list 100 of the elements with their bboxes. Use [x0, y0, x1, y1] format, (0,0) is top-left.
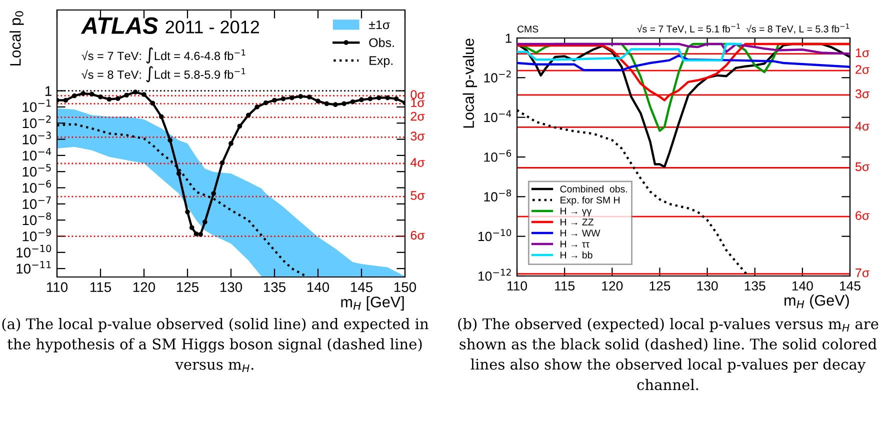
point	[89, 92, 94, 97]
point	[202, 220, 208, 224]
point	[263, 100, 268, 106]
x-tick-label: 115	[555, 281, 575, 291]
point	[142, 92, 146, 97]
ref-line-label: 4σ	[410, 158, 425, 167]
legend-label: H → ττ	[560, 240, 590, 248]
legend-label: H → γγ	[560, 208, 592, 216]
ref-line-label: 5σ	[410, 191, 425, 200]
y-axis-title: Local p$_{0}$	[10, 11, 24, 66]
y-tick-label: 10$^{−2}$	[484, 70, 511, 82]
point	[254, 104, 260, 110]
point	[211, 191, 216, 196]
x-tick-label: 150	[394, 282, 416, 292]
point	[342, 101, 347, 106]
annotation: ATLAS	[80, 17, 158, 34]
point	[359, 97, 364, 102]
y-tick-label: 10$^{−9}$	[22, 228, 51, 242]
ref-line-label: 3σ	[855, 89, 870, 98]
y-tick-label: 10$^{−4}$	[484, 110, 512, 122]
line-series	[517, 54, 850, 72]
text: (b) The observed (expected) local p-values versus m$_{H}$ are shown as the black solid (dashed) line. The solid colored lines also show the observed local p-values per decay channel.	[458, 318, 878, 390]
ref-line-label: 5σ	[855, 162, 870, 172]
point	[306, 94, 312, 100]
point	[98, 94, 103, 100]
point	[332, 102, 338, 108]
point	[106, 96, 112, 102]
point	[394, 96, 399, 102]
point	[246, 112, 251, 118]
ref-line-label: 1σ	[411, 98, 425, 108]
y-tick-label: 10$^{−8}$	[484, 189, 512, 202]
point	[272, 98, 277, 103]
x-tick-label: 140	[307, 282, 330, 292]
ref-line-label: 6σ	[856, 211, 870, 220]
legend-label: Obs.	[369, 38, 394, 48]
point	[132, 90, 138, 95]
y-tick-label: 10$^{−7}$	[22, 196, 51, 209]
y-tick-label: 10$^{−3}$	[22, 132, 51, 144]
point	[280, 96, 286, 102]
x-tick-label: 130	[220, 282, 242, 292]
point	[316, 98, 320, 104]
ref-line-label: 2σ	[856, 65, 870, 74]
y-tick-label: 10$^{−10}$	[478, 229, 512, 242]
point	[376, 95, 382, 100]
ref-line-label: 7σ	[856, 268, 870, 278]
x-tick-label: 125	[176, 282, 199, 292]
x-tick-label: 135	[744, 281, 766, 291]
line-series	[517, 42, 850, 102]
legend-label: H → ZZ	[560, 218, 594, 226]
point	[176, 171, 182, 176]
point	[198, 232, 203, 237]
point	[124, 92, 130, 98]
legend-label: Exp.	[370, 56, 392, 68]
annotation: √s = 8 TeV: ∫Ldt = 5.8-5.9 fb$^{−1}$	[82, 66, 246, 82]
x-tick-label: 120	[602, 281, 623, 291]
y-tick-label: 1	[45, 86, 52, 96]
ref-line-label: 1σ	[856, 48, 870, 58]
y-tick-label: 10$^{−4}$	[22, 148, 52, 161]
x-tick-label: 135	[264, 282, 286, 292]
annotation: 2011 - 2012	[166, 20, 260, 34]
legend-label: Exp. for SM H	[560, 196, 620, 206]
x-tick-label: 110	[507, 281, 528, 291]
x-tick-label: 120	[133, 282, 156, 292]
line-series	[517, 42, 742, 62]
y-tick-label: 10$^{−5}$	[22, 164, 51, 177]
point	[324, 101, 330, 106]
point	[350, 99, 356, 104]
point	[168, 138, 173, 143]
x-tick-label: 140	[792, 281, 813, 291]
y-tick-label: 10$^{−11}$	[16, 261, 51, 274]
text: (a) The local p-value observed (solid line) and expected in the hypothesis of a SM Higgs boson signal (dashed line) versus m$_{H}$.	[2, 318, 428, 372]
point	[115, 96, 120, 102]
x-tick-label: 125	[650, 281, 670, 291]
y-tick-label: 10$^{−10}$	[16, 244, 52, 258]
y-axis-title: Local p-value	[462, 38, 478, 128]
x-tick-label: 145	[350, 282, 373, 292]
ref-line-label: 0σ	[410, 90, 425, 100]
legend-label: H → WW	[560, 230, 600, 236]
legend-label: H → bb	[560, 251, 592, 259]
y-tick-label: 10$^{−2}$	[22, 116, 51, 128]
point	[194, 231, 199, 236]
x-axis-title: m$_{H}$ (GeV)	[784, 294, 849, 309]
point	[158, 114, 164, 120]
legend-label: Combined obs.	[560, 185, 627, 192]
x-axis-title: m$_{H}$ [GeV]	[341, 296, 404, 310]
annotation: √s = 7 TeV: ∫Ldt = 4.6-4.8 fb$^{−1}$	[82, 47, 246, 64]
point	[385, 95, 390, 100]
y-tick-label: 10$^{−6}$	[484, 150, 512, 162]
point	[72, 93, 77, 98]
x-tick-label: 115	[90, 282, 111, 292]
ref-line-label: 4σ	[855, 122, 870, 131]
point	[185, 209, 190, 214]
text: √s = 7 TeV, L = 5.1 fb$^{−1}$ √s = 8 TeV, L = 5.3 fb$^{−1}$	[637, 24, 850, 34]
point	[150, 100, 156, 106]
text: CMS	[517, 26, 538, 33]
y-tick-label: 10$^{−6}$	[22, 180, 52, 193]
point	[228, 141, 234, 146]
y-tick-label: 10$^{−1}$	[22, 99, 51, 112]
point	[289, 95, 294, 100]
ref-line-label: 2σ	[410, 112, 425, 121]
